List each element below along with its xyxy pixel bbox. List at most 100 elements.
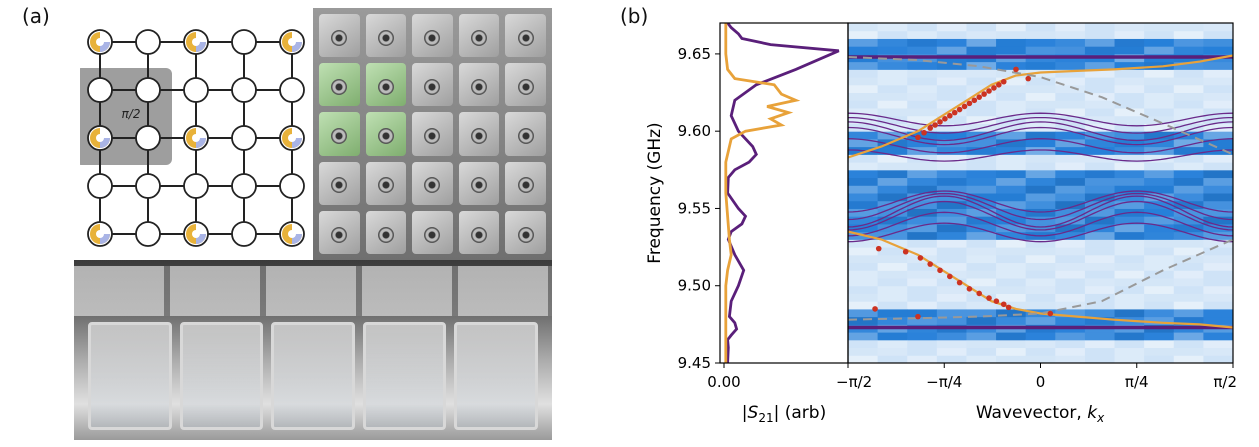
heatmap-cell bbox=[877, 339, 908, 349]
heatmap-cell bbox=[1173, 270, 1204, 279]
measured-point bbox=[872, 306, 878, 312]
bulk-band-line bbox=[848, 149, 1233, 162]
heatmap-cell bbox=[907, 223, 938, 233]
heatmap-cell bbox=[1114, 223, 1145, 233]
heatmap-cell bbox=[907, 208, 938, 217]
heatmap-cell bbox=[1203, 162, 1233, 171]
heatmap-cell bbox=[1203, 61, 1233, 70]
heatmap-cell bbox=[1114, 123, 1145, 132]
heatmap-cell bbox=[1084, 278, 1116, 287]
heatmap-cell bbox=[1203, 239, 1233, 248]
measured-point bbox=[966, 100, 973, 107]
heatmap-cell bbox=[1144, 100, 1175, 109]
heatmap-cell bbox=[1144, 223, 1175, 233]
heatmap-cell bbox=[848, 138, 879, 148]
heatmap-cell bbox=[966, 308, 997, 318]
heatmap-cell bbox=[936, 169, 967, 179]
heatmap-cell bbox=[1173, 61, 1204, 70]
heatmap-cell bbox=[877, 254, 908, 264]
heatmap-cell bbox=[1203, 254, 1233, 264]
heatmap-cell bbox=[1203, 69, 1233, 78]
heatmap-cell bbox=[1173, 138, 1204, 148]
heatmap-cell bbox=[907, 247, 938, 256]
heatmap-cell bbox=[1144, 23, 1175, 32]
heatmap-cell bbox=[936, 23, 967, 32]
heatmap-cell bbox=[1144, 38, 1175, 47]
heatmap-cell bbox=[1084, 254, 1116, 264]
heatmap-cell bbox=[1055, 177, 1086, 186]
heatmap-cell bbox=[1173, 339, 1204, 349]
resonator-node bbox=[135, 29, 161, 55]
heatmap-cell bbox=[848, 270, 879, 279]
heatmap-cell bbox=[848, 38, 879, 47]
heatmap-cell bbox=[936, 154, 967, 163]
heatmap-cell bbox=[1144, 239, 1175, 248]
heatmap-cell bbox=[1173, 84, 1204, 94]
heatmap-cell bbox=[1173, 301, 1204, 310]
heatmap-cell bbox=[936, 92, 967, 101]
heatmap-cell bbox=[1173, 100, 1204, 109]
heatmap-cell bbox=[996, 84, 1027, 94]
resonator-node bbox=[135, 77, 161, 103]
phase-marker-center bbox=[288, 230, 296, 238]
heatmap-cell bbox=[1055, 169, 1086, 179]
heatmap-cell bbox=[936, 177, 967, 186]
heatmap-cell bbox=[966, 177, 997, 186]
heatmap-cell bbox=[1144, 46, 1175, 55]
heatmap-cell bbox=[877, 278, 908, 287]
heatmap-cell bbox=[907, 239, 938, 248]
heatmap-cell bbox=[848, 308, 879, 318]
heatmap-cell bbox=[1173, 332, 1204, 341]
heatmap-cell bbox=[1025, 278, 1056, 287]
x-tick-label: π/2 bbox=[1213, 373, 1237, 391]
heatmap-cell bbox=[877, 100, 908, 109]
heatmap-cell bbox=[1055, 154, 1086, 163]
unit-cell-label: π/2 bbox=[122, 107, 141, 121]
heatmap-cell bbox=[1114, 84, 1145, 94]
heatmap-cell bbox=[996, 177, 1027, 186]
heatmap-cell bbox=[877, 231, 908, 240]
heatmap-cell bbox=[877, 30, 908, 39]
heatmap-cell bbox=[1084, 115, 1116, 124]
heatmap-cell bbox=[1084, 332, 1116, 341]
heatmap-cell bbox=[1025, 347, 1056, 356]
heatmap-cell bbox=[1114, 146, 1145, 155]
heatmap-cell bbox=[996, 46, 1027, 55]
heatmap-cell bbox=[996, 77, 1027, 86]
heatmap-cell bbox=[877, 347, 908, 356]
heatmap-cell bbox=[936, 77, 967, 86]
heatmap-cell bbox=[1144, 308, 1175, 318]
measured-point bbox=[993, 298, 1000, 304]
measured-point bbox=[996, 82, 1002, 88]
y-tick-label: 9.45 bbox=[678, 354, 711, 372]
x-tick-label: 0.00 bbox=[707, 373, 740, 391]
heatmap-cell bbox=[936, 131, 967, 140]
heatmap-cell bbox=[966, 355, 997, 363]
heatmap-cell bbox=[907, 262, 938, 271]
measured-point bbox=[1047, 310, 1054, 317]
heatmap-cell bbox=[848, 169, 879, 179]
heatmap-cell bbox=[1114, 254, 1145, 264]
left-x-axis-label: |S21| (arb) bbox=[742, 403, 826, 425]
photo-cell bbox=[365, 210, 407, 254]
heatmap-cell bbox=[848, 208, 879, 217]
heatmap-cell bbox=[996, 316, 1027, 325]
heatmap-cell bbox=[848, 185, 879, 194]
heatmap-cell bbox=[1084, 301, 1116, 310]
resonator-node bbox=[135, 221, 161, 247]
heatmap-cell bbox=[907, 77, 938, 86]
photo-cell bbox=[505, 161, 546, 205]
heatmap-cell bbox=[996, 285, 1027, 294]
heatmap-cell bbox=[936, 162, 967, 171]
heatmap-cell bbox=[996, 162, 1027, 171]
heatmap-cell bbox=[877, 115, 908, 124]
heatmap-cell bbox=[848, 347, 879, 356]
heatmap-cell bbox=[1144, 30, 1175, 39]
heatmap-cell bbox=[1203, 92, 1233, 101]
dispersion-line bbox=[848, 54, 1233, 159]
heatmap-cell bbox=[1055, 115, 1086, 124]
bulk-band-line bbox=[848, 222, 1233, 243]
heatmap-cell bbox=[1144, 77, 1175, 86]
heatmap-cell bbox=[907, 316, 938, 325]
heatmap-cell bbox=[1025, 285, 1056, 294]
